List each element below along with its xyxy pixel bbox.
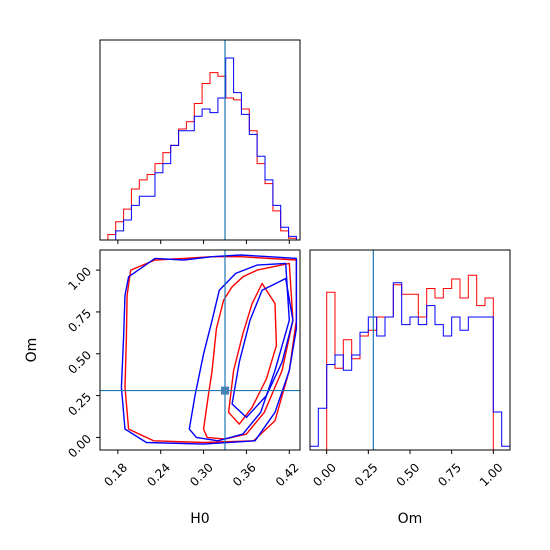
om-x-tick-label-4: 1.00 — [477, 460, 506, 489]
contour-y-tick-label-3: 0.75 — [65, 306, 94, 335]
contour-x-tick-label-3: 0.36 — [230, 460, 259, 489]
contour-x-tick-label-1: 0.24 — [144, 460, 173, 489]
contour-red-level-0 — [124, 256, 298, 444]
contour-y-tick-label-0: 0.00 — [65, 432, 94, 461]
om-histogram-blue — [310, 282, 510, 450]
h0-histogram-frame — [99, 39, 301, 241]
contour-blue-level-1 — [188, 262, 290, 442]
contour-y-axis-label: Om — [24, 338, 40, 363]
h0-histogram-lines — [100, 57, 297, 240]
contour-blue-level-2 — [231, 277, 294, 419]
om-histogram-frame — [309, 249, 511, 451]
contour-x-tick-label-4: 0.42 — [273, 460, 302, 489]
contour-y-tick-label-4: 1.00 — [65, 264, 94, 293]
h0-histogram-ticks — [117, 240, 290, 244]
om-histogram-panel: 0.00 0.25 0.50 0.75 1.00 Om — [309, 249, 511, 527]
truth-marker — [221, 386, 229, 395]
contour-y-ticks: 0.00 0.25 0.50 0.75 1.00 — [65, 264, 100, 460]
h0-histogram-blue — [100, 57, 297, 240]
contour-panel: 0.18 0.24 0.30 0.36 0.42 0.00 0.25 0.50 0.75 1.0… — [24, 249, 302, 527]
contour-y-tick-label-2: 0.50 — [65, 348, 94, 377]
h0-histogram-panel — [99, 39, 301, 244]
om-histogram-red — [326, 274, 494, 450]
contour-red-level-2 — [227, 282, 278, 425]
om-x-tick-label-2: 0.50 — [394, 460, 423, 489]
h0-histogram-red — [100, 72, 297, 240]
om-x-tick-label-0: 0.00 — [310, 460, 339, 489]
contour-x-axis-label: H0 — [190, 511, 209, 527]
om-x-tick-label-1: 0.25 — [352, 460, 381, 489]
om-x-ticks: 0.00 0.25 0.50 0.75 1.00 — [310, 450, 506, 489]
contour-x-ticks: 0.18 0.24 0.30 0.36 0.42 — [101, 450, 302, 489]
om-histogram-lines — [310, 274, 510, 450]
contour-truth-lines — [100, 250, 300, 450]
contour-x-tick-label-2: 0.30 — [187, 460, 216, 489]
contour-y-tick-label-1: 0.25 — [65, 390, 94, 419]
om-x-axis-label: Om — [398, 511, 423, 527]
contour-frame — [99, 249, 301, 451]
om-x-tick-label-3: 0.75 — [435, 460, 464, 489]
contour-blue-level-0 — [120, 254, 298, 445]
contour-x-tick-label-0: 0.18 — [101, 460, 130, 489]
contour-lines — [120, 254, 298, 445]
